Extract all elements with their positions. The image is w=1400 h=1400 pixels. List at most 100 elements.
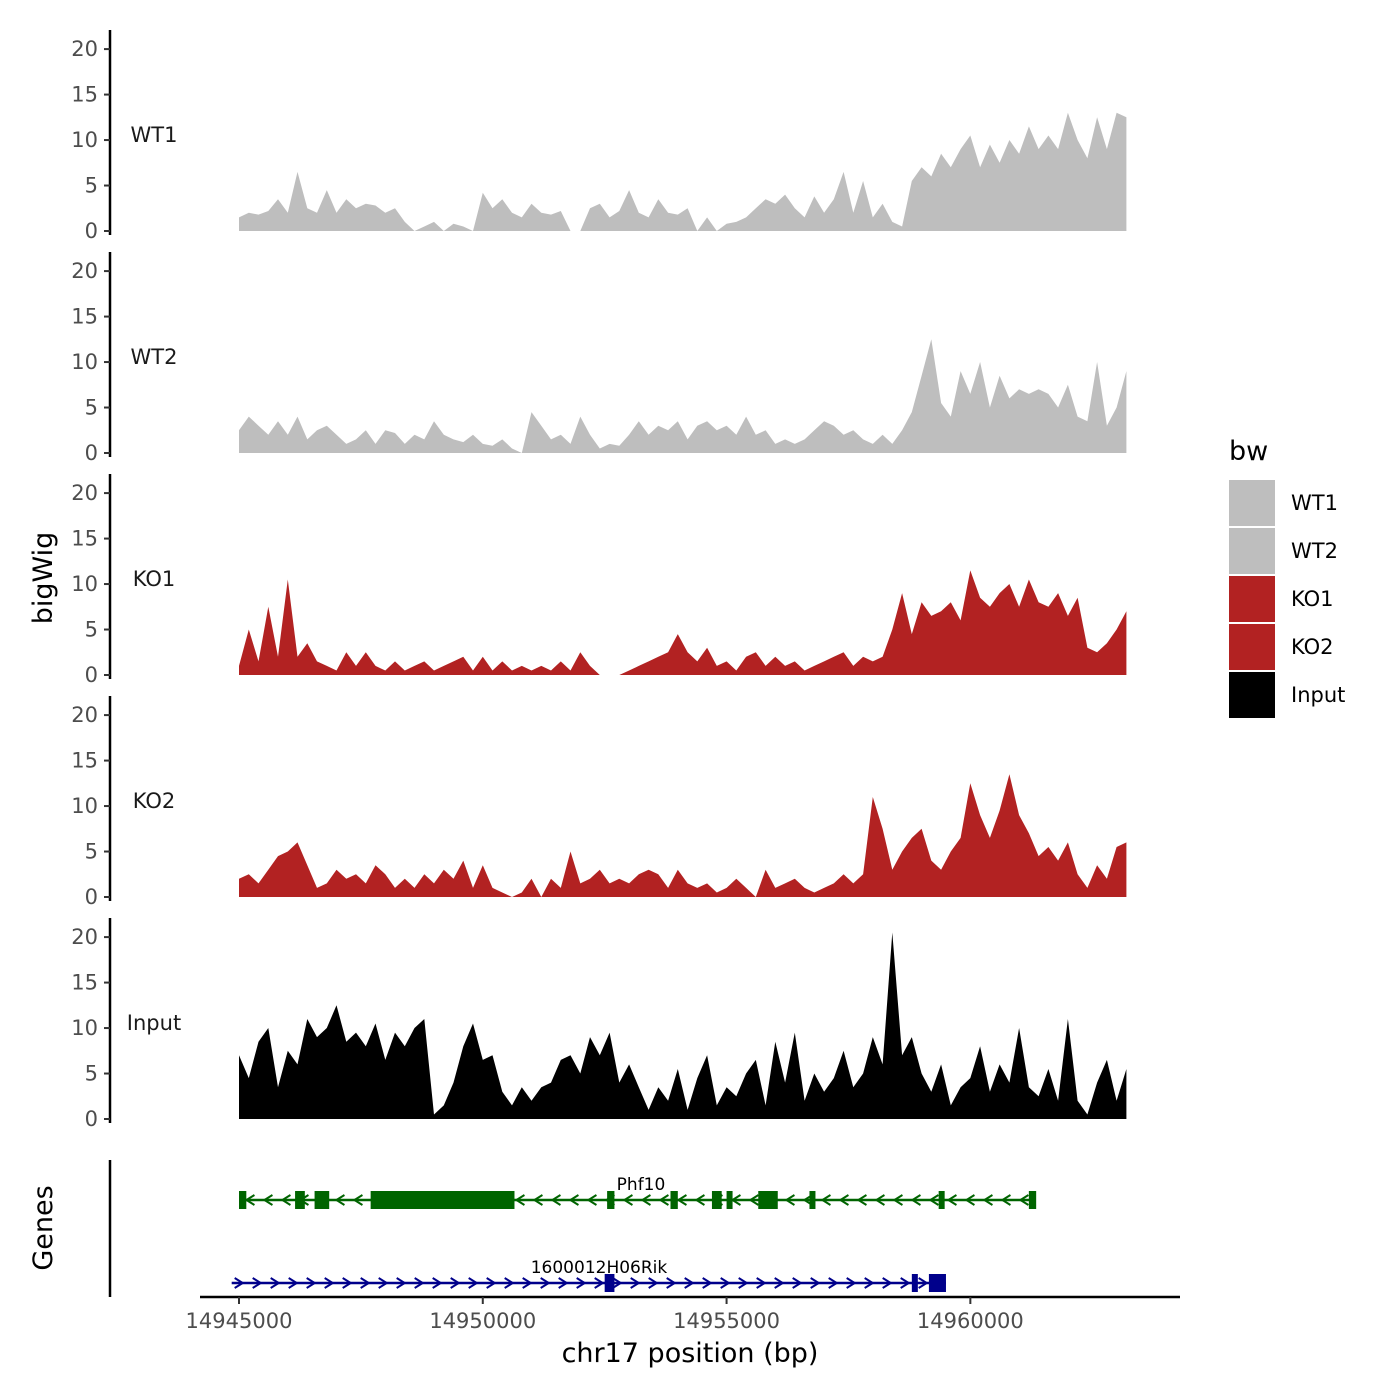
strand-arrow [910, 1194, 921, 1206]
x-tick-label: 14945000 [186, 1309, 293, 1333]
strand-arrow [982, 1194, 993, 1206]
legend-swatch-ko2 [1229, 624, 1275, 670]
strand-arrow [360, 1277, 371, 1289]
strand-arrow [792, 1277, 803, 1289]
y-tick-label: 15 [71, 527, 98, 551]
strand-arrow [432, 1277, 443, 1289]
signal-area-wt1 [239, 112, 1127, 231]
strand-arrow [810, 1277, 821, 1289]
strand-arrow [622, 1194, 633, 1206]
y-tick-label: 10 [71, 794, 98, 818]
strand-arrow [586, 1194, 597, 1206]
strand-arrow [774, 1277, 785, 1289]
y-tick-label: 5 [85, 1062, 98, 1086]
strand-arrow [378, 1277, 389, 1289]
strand-arrow [946, 1194, 957, 1206]
y-tick-label: 20 [71, 259, 98, 283]
y-tick-label: 10 [71, 350, 98, 374]
y-tick-label: 5 [85, 396, 98, 420]
x-tick-label: 14960000 [917, 1309, 1024, 1333]
track-label-ko1: KO1 [133, 567, 176, 591]
gene-exon [758, 1191, 778, 1209]
x-tick-label: 14955000 [673, 1309, 780, 1333]
strand-arrow [280, 1194, 291, 1206]
gene-exon [711, 1191, 722, 1209]
gene-phf10: Phf10 [239, 1175, 1037, 1209]
strand-arrow [450, 1277, 461, 1289]
genes-title: Genes [28, 1185, 59, 1270]
gene-exon [1028, 1191, 1037, 1209]
track-panel-input: 0 5 10 15 20 Input [71, 918, 1127, 1131]
track-panel-wt2: 0 5 10 15 20 WT2 [71, 252, 1127, 465]
legend-swatch-wt1 [1229, 480, 1275, 526]
gene-exon [938, 1191, 945, 1209]
signal-area-wt2 [239, 339, 1127, 453]
y-tick-label: 0 [85, 885, 98, 909]
strand-arrow [630, 1277, 641, 1289]
y-tick-label: 0 [85, 219, 98, 243]
strand-arrow [720, 1277, 731, 1289]
strand-arrow [352, 1194, 363, 1206]
gene-exon [911, 1274, 918, 1292]
strand-arrow [882, 1277, 893, 1289]
y-tick-label: 10 [71, 572, 98, 596]
strand-arrow [928, 1194, 939, 1206]
strand-arrow [784, 1194, 795, 1206]
strand-arrow [856, 1194, 867, 1206]
strand-arrow [568, 1194, 579, 1206]
gene-exon [604, 1274, 615, 1292]
legend: bw WT1 WT2 KO1 KO2 Input [1229, 436, 1345, 718]
strand-arrow [234, 1277, 245, 1289]
strand-arrow [514, 1194, 525, 1206]
y-tick-label: 10 [71, 1016, 98, 1040]
signal-area-ko1 [239, 570, 1127, 675]
y-tick-label: 15 [71, 83, 98, 107]
y-tick-label: 15 [71, 305, 98, 329]
legend-swatch-ko1 [1229, 576, 1275, 622]
strand-arrow [324, 1277, 335, 1289]
signal-area-input [239, 932, 1127, 1119]
track-label-wt2: WT2 [131, 345, 178, 369]
strand-arrow [1018, 1194, 1029, 1206]
strand-arrow [640, 1194, 651, 1206]
strand-arrow [396, 1277, 407, 1289]
strand-arrow [648, 1277, 659, 1289]
strand-arrow [828, 1277, 839, 1289]
strand-arrow [468, 1277, 479, 1289]
strand-arrow [558, 1277, 569, 1289]
strand-arrow [522, 1277, 533, 1289]
strand-arrow [900, 1277, 911, 1289]
gene-exon [726, 1191, 733, 1209]
tracks-layer: 0 5 10 15 20 WT1 0 5 10 15 20 WT2 0 5 10 15 20 KO1 0 5 10 15 2… [71, 30, 1127, 1131]
strand-arrow [252, 1277, 263, 1289]
y-tick-label: 20 [71, 703, 98, 727]
gene-label: Phf10 [617, 1175, 666, 1195]
strand-arrow [1000, 1194, 1011, 1206]
gene-exon [370, 1191, 515, 1209]
y-tick-label: 0 [85, 441, 98, 465]
strand-arrow [532, 1194, 543, 1206]
strand-arrow [738, 1277, 749, 1289]
track-label-input: Input [127, 1011, 181, 1035]
legend-label-input: Input [1291, 683, 1345, 707]
strand-arrow [820, 1194, 831, 1206]
track-label-wt1: WT1 [131, 123, 178, 147]
legend-label-wt2: WT2 [1291, 539, 1338, 563]
y-tick-label: 5 [85, 174, 98, 198]
strand-arrow [504, 1277, 515, 1289]
strand-arrow [838, 1194, 849, 1206]
strand-arrow [612, 1277, 623, 1289]
track-panel-ko1: 0 5 10 15 20 KO1 [71, 474, 1127, 687]
gene-exon [314, 1191, 330, 1209]
legend-swatch-wt2 [1229, 528, 1275, 574]
strand-arrow [874, 1194, 885, 1206]
gene-exon [295, 1191, 305, 1209]
gene-exon [809, 1191, 816, 1209]
track-panel-wt1: 0 5 10 15 20 WT1 [71, 30, 1127, 243]
strand-arrow [306, 1277, 317, 1289]
gene-exon [670, 1191, 678, 1209]
legend-title: bw [1229, 436, 1268, 467]
y-tick-label: 0 [85, 1107, 98, 1131]
legend-swatch-input [1229, 672, 1275, 718]
